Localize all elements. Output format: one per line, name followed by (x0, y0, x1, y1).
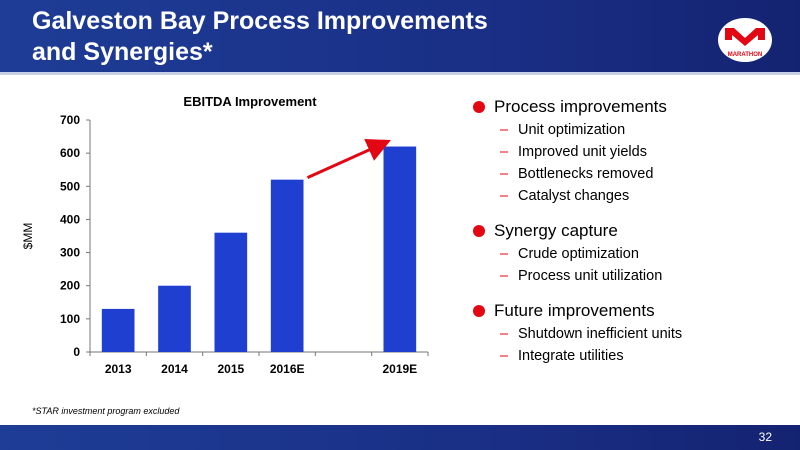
sub-bullet-item: – Bottlenecks removed (470, 163, 790, 185)
bullet-heading: Future improvements (470, 299, 790, 323)
y-tick-label: 600 (60, 146, 80, 160)
y-tick-label: 0 (73, 345, 80, 359)
bar-2016e (270, 179, 304, 352)
dash-icon: – (500, 144, 509, 160)
dash-icon: – (500, 166, 509, 182)
bullet-heading: Synergy capture (470, 219, 790, 243)
slide-header: Galveston Bay Process Improvements and S… (0, 0, 800, 72)
svg-text:MARATHON: MARATHON (728, 52, 763, 58)
bullet-heading-label: Future improvements (494, 301, 655, 320)
dash-icon: – (500, 326, 509, 342)
dash-icon: – (500, 246, 509, 262)
dash-icon: – (500, 122, 509, 138)
header-divider (0, 72, 800, 75)
x-tick-label: 2016E (270, 362, 305, 376)
sub-bullet-item: – Integrate utilities (470, 345, 790, 367)
bullet-heading-label: Synergy capture (494, 221, 618, 240)
bullet-group: Process improvements – Unit optimization – I… (470, 95, 790, 207)
sub-bullet-label: Bottlenecks removed (518, 166, 654, 182)
y-axis-label: $MM (21, 223, 35, 250)
sub-bullet-item: – Shutdown inefficient units (470, 323, 790, 345)
y-tick-label: 400 (60, 212, 80, 226)
bar-2019e (383, 146, 417, 352)
bullet-group: Future improvements – Shutdown inefficient… (470, 299, 790, 367)
y-tick-label: 500 (60, 179, 80, 193)
sub-bullet-item: – Catalyst changes (470, 185, 790, 207)
sub-bullet-label: Integrate utilities (518, 348, 624, 364)
bullet-heading-label: Process improvements (494, 97, 667, 116)
bullet-group: Synergy capture – Crude optimization – Proce… (470, 219, 790, 287)
bullet-dot-icon (473, 101, 485, 113)
y-tick-label: 700 (60, 113, 80, 127)
bar-2014 (158, 285, 191, 352)
x-tick-label: 2014 (161, 362, 188, 376)
x-tick-label: 2019E (382, 362, 417, 376)
bar-2013 (101, 308, 135, 352)
sub-bullet-label: Catalyst changes (518, 188, 630, 204)
bullet-heading: Process improvements (470, 95, 790, 119)
chart-title: EBITDA Improvement (183, 94, 317, 109)
growth-arrow-icon (306, 138, 391, 180)
dash-icon: – (500, 188, 509, 204)
x-tick-label: 2015 (217, 362, 244, 376)
bullet-dot-icon (473, 225, 485, 237)
bullet-list: Process improvements – Unit optimization – I… (470, 95, 790, 379)
sub-bullet-label: Crude optimization (518, 246, 639, 262)
bar-2015 (214, 232, 248, 352)
dash-icon: – (500, 268, 509, 284)
y-tick-label: 300 (60, 246, 80, 260)
slide-footer: 32 (0, 425, 800, 450)
sub-bullet-label: Shutdown inefficient units (518, 326, 683, 342)
marathon-logo-icon: MARATHON (718, 18, 772, 62)
sub-bullet-item: – Improved unit yields (470, 141, 790, 163)
sub-bullet-label: Process unit utilization (518, 268, 663, 284)
dash-icon: – (500, 348, 509, 364)
sub-bullet-item: – Crude optimization (470, 243, 790, 265)
y-tick-label: 100 (60, 312, 80, 326)
x-tick-label: 2013 (105, 362, 132, 376)
ebitda-bar-chart: 0 100 200 300 400 500 600 700 2013 2014 2015 2016E 2… (21, 113, 429, 376)
sub-bullet-item: – Unit optimization (470, 119, 790, 141)
sub-bullet-label: Unit optimization (518, 122, 626, 138)
sub-bullet-item: – Process unit utilization (470, 265, 790, 287)
y-tick-label: 200 (60, 279, 80, 293)
footnote: *STAR investment program excluded (32, 406, 180, 416)
sub-bullet-label: Improved unit yields (518, 144, 647, 160)
page-number: 32 (758, 430, 772, 444)
slide-title: Galveston Bay Process Improvements and S… (32, 7, 488, 66)
bullet-dot-icon (473, 305, 485, 317)
